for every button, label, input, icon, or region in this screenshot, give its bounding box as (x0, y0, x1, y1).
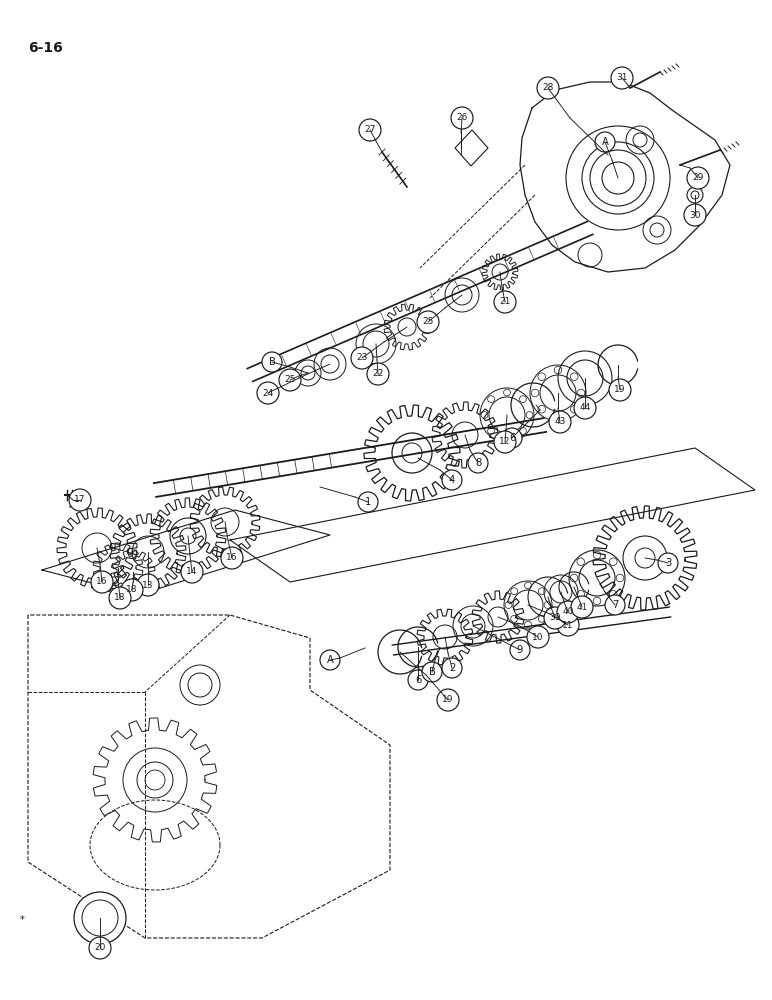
Circle shape (537, 77, 559, 99)
Circle shape (437, 689, 459, 711)
Circle shape (442, 470, 462, 490)
Circle shape (221, 547, 243, 569)
Text: 40: 40 (562, 607, 574, 616)
Circle shape (91, 571, 113, 593)
Text: 8: 8 (475, 458, 481, 468)
Text: 20: 20 (94, 944, 106, 952)
Circle shape (527, 626, 549, 648)
Circle shape (557, 601, 579, 623)
Text: B: B (428, 667, 435, 677)
Text: 7: 7 (612, 600, 618, 610)
Text: 6: 6 (415, 675, 422, 685)
Circle shape (605, 595, 625, 615)
Text: 11: 11 (562, 620, 574, 630)
Text: 22: 22 (372, 369, 384, 378)
Text: 31: 31 (616, 74, 628, 83)
Text: 3: 3 (665, 558, 671, 568)
Circle shape (358, 492, 378, 512)
Circle shape (494, 431, 516, 453)
Circle shape (611, 67, 633, 89)
Text: *: * (20, 915, 25, 925)
Circle shape (571, 596, 593, 618)
Circle shape (549, 411, 571, 433)
Circle shape (544, 607, 566, 629)
Text: 12: 12 (499, 438, 511, 446)
Text: 25: 25 (422, 318, 434, 326)
Text: 25: 25 (284, 375, 296, 384)
Text: 16: 16 (226, 554, 238, 562)
Circle shape (359, 119, 381, 141)
Circle shape (574, 397, 596, 419)
Circle shape (658, 553, 678, 573)
Text: 26: 26 (456, 113, 468, 122)
Text: 23: 23 (357, 354, 367, 362)
Circle shape (181, 561, 203, 583)
Circle shape (417, 311, 439, 333)
Text: 10: 10 (532, 633, 543, 642)
Circle shape (609, 379, 631, 401)
Text: 27: 27 (364, 125, 376, 134)
Text: 24: 24 (262, 388, 273, 397)
Circle shape (121, 579, 143, 601)
Circle shape (687, 167, 709, 189)
Text: 6-16: 6-16 (28, 41, 63, 55)
Text: 19: 19 (615, 385, 626, 394)
Circle shape (279, 369, 301, 391)
Text: 21: 21 (499, 298, 511, 306)
Circle shape (422, 662, 442, 682)
Circle shape (595, 132, 615, 152)
Text: 18: 18 (114, 593, 126, 602)
Text: A: A (327, 655, 334, 665)
Circle shape (451, 107, 473, 129)
Circle shape (262, 352, 282, 372)
Circle shape (510, 640, 530, 660)
Text: 9: 9 (516, 645, 523, 655)
Text: 14: 14 (186, 568, 198, 576)
Text: 17: 17 (74, 495, 86, 504)
Circle shape (89, 937, 111, 959)
Text: 4: 4 (449, 475, 455, 485)
Circle shape (257, 382, 279, 404)
Text: 18: 18 (127, 585, 137, 594)
Text: 16: 16 (96, 578, 108, 586)
Text: 39: 39 (549, 613, 560, 622)
Text: 41: 41 (577, 602, 587, 611)
Circle shape (408, 670, 428, 690)
Circle shape (74, 892, 126, 944)
Circle shape (351, 347, 373, 369)
Text: 6: 6 (509, 433, 515, 443)
Text: 1: 1 (365, 497, 371, 507)
Text: 19: 19 (442, 696, 454, 704)
Circle shape (109, 587, 131, 609)
Circle shape (442, 658, 462, 678)
Circle shape (320, 650, 340, 670)
Circle shape (137, 574, 159, 596)
Circle shape (468, 453, 488, 473)
Text: 29: 29 (692, 174, 704, 182)
Circle shape (502, 428, 522, 448)
Text: 43: 43 (554, 418, 566, 426)
Text: 2: 2 (449, 663, 455, 673)
Circle shape (557, 614, 579, 636)
Text: A: A (601, 137, 608, 147)
Text: 44: 44 (579, 403, 591, 412)
Text: 30: 30 (689, 211, 701, 220)
Text: 28: 28 (542, 84, 554, 93)
Text: B: B (269, 357, 276, 367)
Text: 13: 13 (142, 580, 154, 589)
Circle shape (494, 291, 516, 313)
Circle shape (367, 363, 389, 385)
Circle shape (69, 489, 91, 511)
Circle shape (684, 204, 706, 226)
